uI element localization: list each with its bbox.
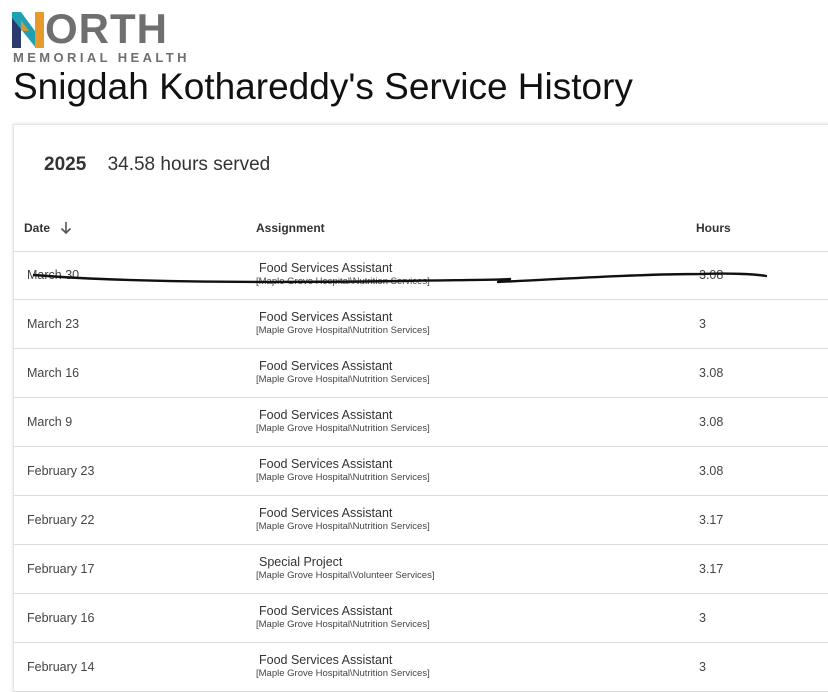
row-assignment: Food Services Assistant [Maple Grove Hos… — [256, 505, 430, 533]
assignment-title: Special Project — [259, 555, 343, 569]
assignment-department: [Maple Grove Hospital\Volunteer Services… — [256, 570, 435, 581]
column-header-date-label: Date — [24, 221, 51, 235]
assignment-title: Food Services Assistant — [259, 457, 393, 471]
row-date: February 17 — [27, 562, 95, 576]
row-assignment: Food Services Assistant [Maple Grove Hos… — [256, 652, 430, 680]
row-assignment: Food Services Assistant [Maple Grove Hos… — [256, 456, 430, 484]
year-summary: 2025 34.58 hours served — [44, 153, 270, 177]
assignment-title: Food Services Assistant — [259, 506, 393, 520]
column-header-hours[interactable]: Hours — [696, 221, 731, 235]
table-row[interactable]: February 23 Food Services Assistant [Map… — [14, 447, 828, 496]
row-assignment: Special Project [Maple Grove Hospital\Vo… — [256, 554, 435, 582]
assignment-title: Food Services Assistant — [259, 310, 393, 324]
row-date: March 30 — [27, 268, 80, 282]
row-date: February 23 — [27, 464, 95, 478]
table-row[interactable]: March 23 Food Services Assistant [Maple … — [14, 300, 828, 349]
table-row[interactable]: February 16 Food Services Assistant [Map… — [14, 594, 828, 643]
table-row[interactable]: March 9 Food Services Assistant [Maple G… — [14, 398, 828, 447]
row-assignment: Food Services Assistant [Maple Grove Hos… — [256, 358, 430, 386]
summary-year: 2025 — [44, 154, 87, 175]
row-hours: 3.08 — [699, 366, 724, 380]
table-body: March 30 Food Services Assistant [Maple … — [14, 251, 828, 692]
table-row[interactable]: March 30 Food Services Assistant [Maple … — [14, 251, 828, 300]
assignment-department: [Maple Grove Hospital\Nutrition Services… — [256, 325, 430, 336]
table-row[interactable]: February 17 Special Project [Maple Grove… — [14, 545, 828, 594]
logo-subtitle: MEMORIAL HEALTH — [13, 50, 190, 65]
assignment-department: [Maple Grove Hospital\Nutrition Services… — [256, 521, 430, 532]
row-hours: 3.08 — [699, 464, 724, 478]
table-row[interactable]: March 16 Food Services Assistant [Maple … — [14, 349, 828, 398]
row-assignment: Food Services Assistant [Maple Grove Hos… — [256, 603, 430, 631]
page-title: Snigdah Kothareddy's Service History — [13, 66, 633, 107]
row-date: March 16 — [27, 366, 80, 380]
row-date: February 14 — [27, 660, 95, 674]
north-memorial-logo: ORTH MEMORIAL HEALTH — [12, 5, 202, 66]
row-hours: 3.17 — [699, 562, 724, 576]
assignment-department: [Maple Grove Hospital\Nutrition Services… — [256, 472, 430, 483]
assignment-department: [Maple Grove Hospital\Nutrition Services… — [256, 619, 430, 630]
service-history-card: 2025 34.58 hours served Date Assignment … — [13, 124, 828, 692]
table-header: Date Assignment Hours — [14, 207, 828, 252]
table-row[interactable]: February 22 Food Services Assistant [Map… — [14, 496, 828, 545]
row-hours: 3.17 — [699, 513, 724, 527]
row-assignment: Food Services Assistant [Maple Grove Hos… — [256, 309, 430, 337]
row-date: February 16 — [27, 611, 95, 625]
assignment-department: [Maple Grove Hospital\Nutrition Services… — [256, 423, 430, 434]
summary-hours: 34.58 hours served — [107, 154, 271, 175]
column-header-date[interactable]: Date — [24, 221, 72, 235]
assignment-department: [Maple Grove Hospital\Nutrition Services… — [256, 668, 430, 679]
row-hours: 3 — [699, 317, 706, 331]
assignment-title: Food Services Assistant — [259, 653, 393, 667]
row-assignment: Food Services Assistant [Maple Grove Hos… — [256, 407, 430, 435]
row-date: February 22 — [27, 513, 95, 527]
logo-wordmark: ORTH — [12, 5, 168, 52]
assignment-title: Food Services Assistant — [259, 408, 393, 422]
assignment-title: Food Services Assistant — [259, 261, 393, 275]
row-hours: 3.08 — [699, 415, 724, 429]
row-assignment: Food Services Assistant [Maple Grove Hos… — [256, 260, 430, 288]
row-hours: 3 — [699, 611, 706, 625]
table-row[interactable]: February 14 Food Services Assistant [Map… — [14, 643, 828, 692]
arrow-down-icon[interactable] — [60, 221, 72, 235]
row-date: March 9 — [27, 415, 73, 429]
column-header-assignment[interactable]: Assignment — [256, 221, 325, 235]
row-hours: 3 — [699, 660, 706, 674]
assignment-title: Food Services Assistant — [259, 359, 393, 373]
row-date: March 23 — [27, 317, 80, 331]
assignment-department: [Maple Grove Hospital\Nutrition Services… — [256, 276, 430, 287]
logo-wordmark-text: ORTH — [45, 5, 168, 52]
assignment-department: [Maple Grove Hospital\Nutrition Services… — [256, 374, 430, 385]
assignment-title: Food Services Assistant — [259, 604, 393, 618]
logo-n-mark-icon — [12, 12, 44, 48]
row-hours: 3.08 — [699, 268, 724, 282]
